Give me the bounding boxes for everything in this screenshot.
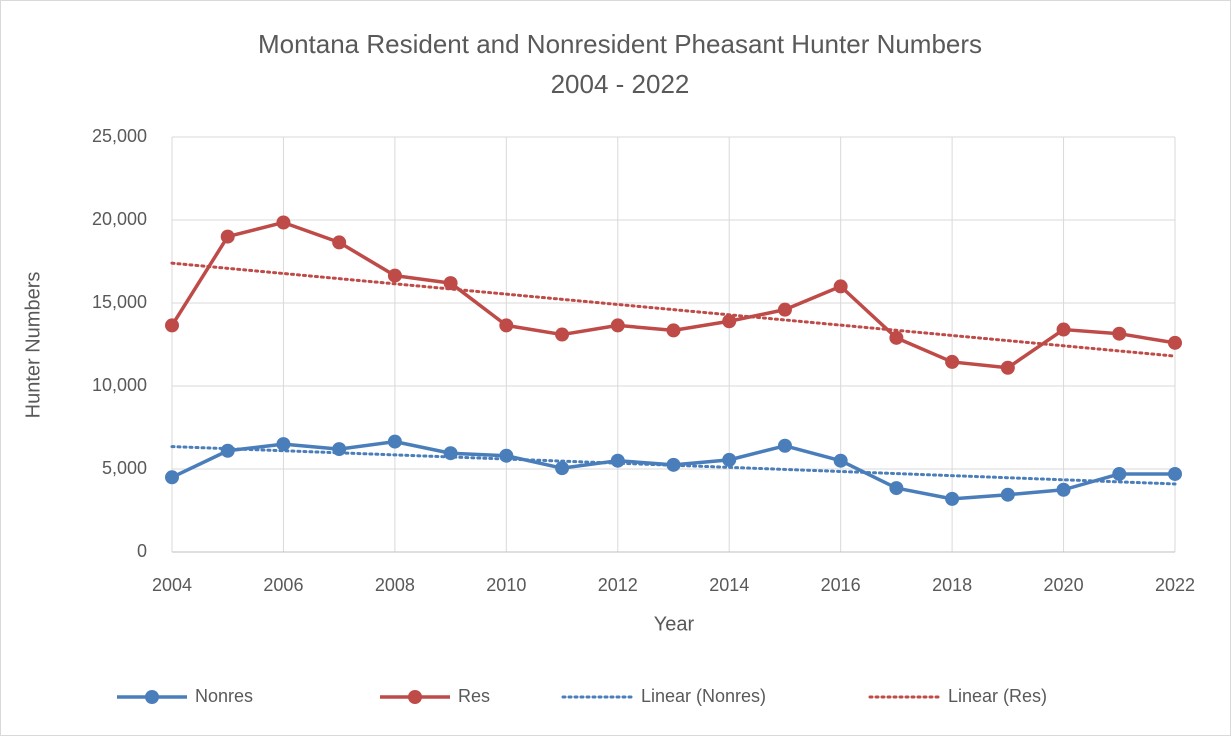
point bbox=[165, 470, 179, 485]
point bbox=[220, 443, 235, 458]
point bbox=[1112, 466, 1127, 481]
point bbox=[945, 491, 960, 506]
y-tick-label: 25,000 bbox=[92, 126, 147, 146]
point bbox=[1168, 466, 1182, 481]
legend-label: Linear (Nonres) bbox=[641, 686, 766, 706]
point bbox=[833, 453, 848, 468]
x-tick-label: 2016 bbox=[821, 575, 861, 595]
legend-label: Nonres bbox=[195, 686, 253, 706]
point bbox=[722, 452, 737, 467]
point bbox=[889, 330, 904, 345]
legend-label: Linear (Res) bbox=[948, 686, 1047, 706]
point bbox=[499, 448, 514, 463]
point bbox=[555, 461, 570, 476]
point bbox=[722, 314, 737, 329]
x-tick-label: 2012 bbox=[598, 575, 638, 595]
x-tick-label: 2008 bbox=[375, 575, 415, 595]
legend-marker bbox=[145, 690, 159, 704]
y-axis-label: Hunter Numbers bbox=[22, 272, 44, 419]
x-tick-label: 2018 bbox=[932, 575, 972, 595]
chart-title: Montana Resident and Nonresident Pheasan… bbox=[258, 29, 982, 59]
x-tick-label: 2006 bbox=[263, 575, 303, 595]
x-axis-label: Year bbox=[654, 613, 695, 635]
x-tick-label: 2010 bbox=[486, 575, 526, 595]
point bbox=[889, 481, 904, 496]
point bbox=[610, 318, 625, 333]
point bbox=[666, 457, 681, 472]
x-tick-label: 2004 bbox=[152, 575, 192, 595]
point bbox=[1000, 487, 1015, 502]
y-tick-label: 20,000 bbox=[92, 209, 147, 229]
point bbox=[666, 323, 681, 338]
x-tick-label: 2020 bbox=[1044, 575, 1084, 595]
point bbox=[555, 327, 570, 342]
trend-line bbox=[170, 445, 1177, 486]
point bbox=[387, 268, 402, 283]
legend-marker bbox=[408, 690, 422, 704]
x-tick-label: 2022 bbox=[1155, 575, 1195, 595]
point bbox=[833, 279, 848, 294]
point bbox=[610, 453, 625, 468]
point bbox=[165, 318, 179, 333]
y-tick-label: 5,000 bbox=[102, 458, 147, 478]
point bbox=[1056, 482, 1071, 497]
chart-subtitle: 2004 - 2022 bbox=[551, 69, 690, 99]
point bbox=[777, 438, 792, 453]
point bbox=[220, 229, 235, 244]
legend-label: Res bbox=[458, 686, 490, 706]
point bbox=[443, 276, 458, 291]
point bbox=[1056, 322, 1071, 337]
point bbox=[276, 215, 291, 230]
point bbox=[777, 302, 792, 317]
trend-line bbox=[170, 261, 1177, 358]
point bbox=[945, 354, 960, 369]
point bbox=[1000, 360, 1015, 375]
point bbox=[332, 235, 347, 250]
point bbox=[1112, 326, 1127, 341]
point bbox=[499, 318, 514, 333]
point bbox=[387, 434, 402, 449]
point bbox=[1168, 335, 1182, 350]
y-tick-label: 0 bbox=[137, 541, 147, 561]
point bbox=[276, 437, 291, 452]
y-tick-label: 15,000 bbox=[92, 292, 147, 312]
y-tick-label: 10,000 bbox=[92, 375, 147, 395]
x-tick-label: 2014 bbox=[709, 575, 749, 595]
